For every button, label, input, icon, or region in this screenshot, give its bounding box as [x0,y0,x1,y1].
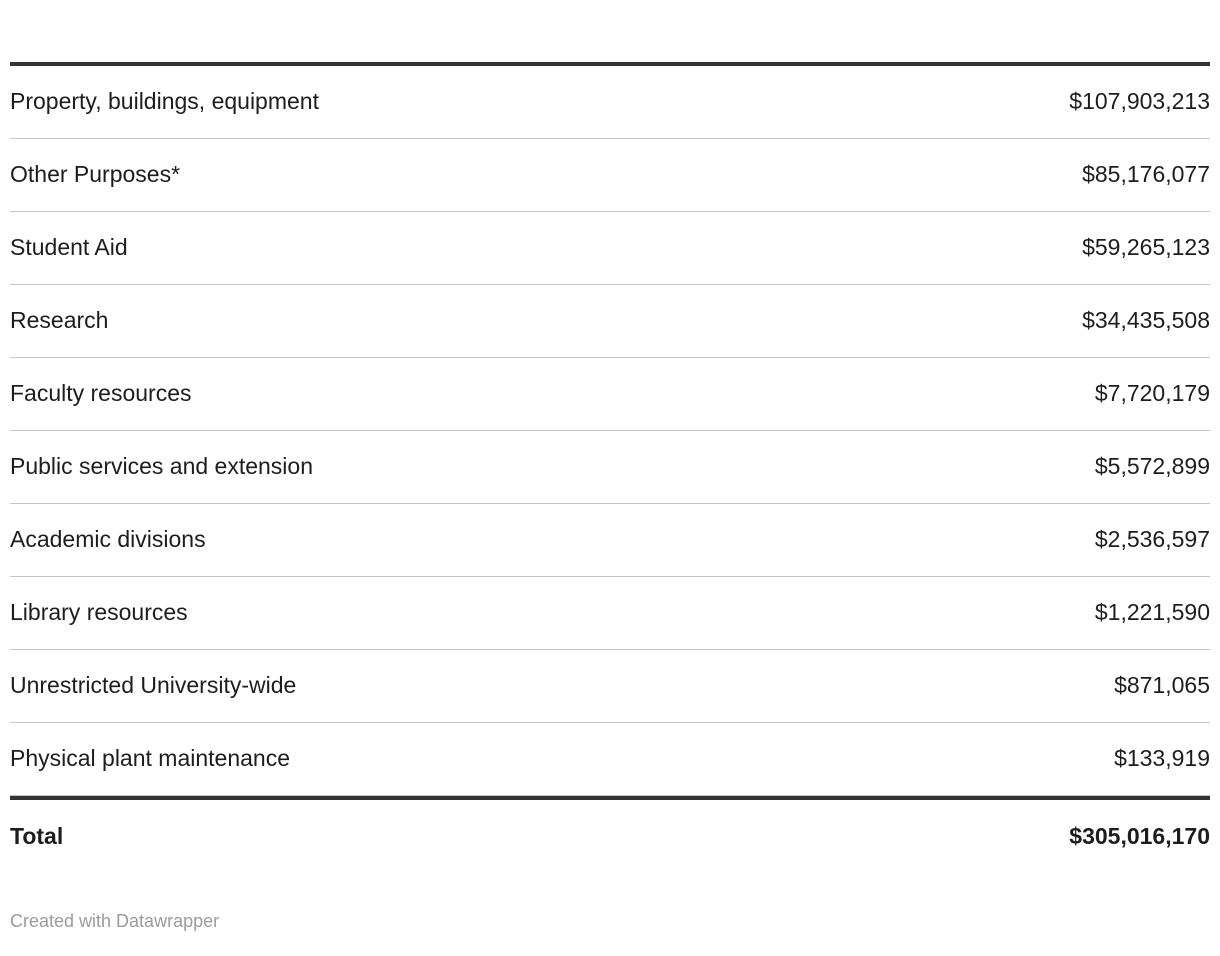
row-label: Academic divisions [10,526,206,553]
row-label: Research [10,307,109,334]
data-table: Property, buildings, equipment $107,903,… [10,62,1210,873]
datawrapper-attribution-link[interactable]: Created with Datawrapper [10,911,220,931]
row-label: Other Purposes* [10,161,181,188]
row-label: Student Aid [10,234,128,261]
row-label: Public services and extension [10,453,313,480]
row-value: $85,176,077 [1082,161,1210,188]
row-value: $871,065 [1114,672,1210,699]
table-row: Public services and extension $5,572,899 [10,431,1210,504]
row-label: Faculty resources [10,380,192,407]
table-row: Academic divisions $2,536,597 [10,504,1210,577]
row-value: $7,720,179 [1094,380,1210,407]
row-label: Library resources [10,599,188,626]
row-label: Physical plant maintenance [10,745,290,772]
row-value: $5,572,899 [1094,453,1210,480]
row-value: $133,919 [1114,745,1210,772]
row-label: Property, buildings, equipment [10,88,319,115]
total-value: $305,016,170 [1069,823,1210,849]
total-label: Total [10,823,64,849]
chart-footer: Created with Datawrapper [10,911,1210,932]
row-value: $107,903,213 [1069,88,1210,115]
row-value: $2,536,597 [1094,526,1210,553]
row-value: $1,221,590 [1094,599,1210,626]
table-row: Student Aid $59,265,123 [10,212,1210,285]
table-row: Research $34,435,508 [10,285,1210,358]
row-label: Unrestricted University-wide [10,672,297,699]
table-row: Physical plant maintenance $133,919 [10,723,1210,796]
table-row: Property, buildings, equipment $107,903,… [10,66,1210,139]
table-total-row: Total $305,016,170 [10,796,1210,873]
table-row: Other Purposes* $85,176,077 [10,139,1210,212]
table-row: Faculty resources $7,720,179 [10,358,1210,431]
table-row: Library resources $1,221,590 [10,577,1210,650]
table-row: Unrestricted University-wide $871,065 [10,650,1210,723]
row-value: $59,265,123 [1082,234,1210,261]
row-value: $34,435,508 [1082,307,1210,334]
